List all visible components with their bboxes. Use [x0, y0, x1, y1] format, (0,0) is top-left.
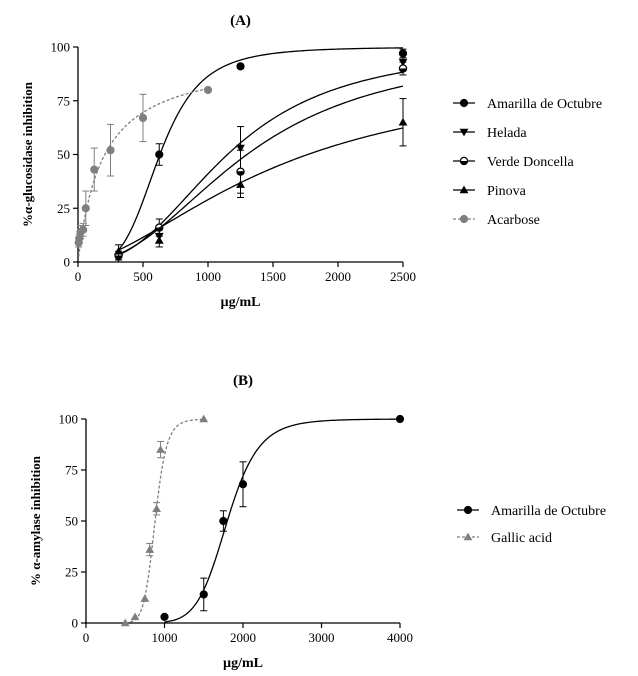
data-point	[120, 618, 130, 627]
legend-marker	[459, 214, 469, 224]
legend-label: Helada	[487, 126, 527, 141]
x-tick-label: 2500	[390, 269, 416, 284]
x-tick-label: 500	[133, 269, 153, 284]
y-axis-label: %α-glucosidase inhibition	[20, 81, 35, 227]
series-1	[120, 414, 209, 627]
data-point	[106, 146, 115, 155]
data-point	[81, 204, 90, 213]
legend-label: Amarilla de Octubre	[487, 97, 602, 112]
legend: Amarilla de Octubre Helada Verde Doncella P…	[453, 97, 602, 228]
data-point	[203, 85, 213, 95]
data-point	[130, 612, 140, 621]
legend-item: Verde Doncella	[453, 155, 574, 170]
legend-marker	[459, 98, 469, 108]
legend-label: Gallic acid	[491, 531, 552, 546]
legend-item: Pinova	[453, 184, 527, 199]
fit-curve	[118, 85, 404, 255]
y-tick-label: 50	[57, 147, 70, 162]
legend-marker	[459, 128, 469, 137]
x-tick-label: 0	[83, 630, 90, 645]
fit-curve	[118, 71, 404, 256]
x-tick-label: 0	[75, 269, 82, 284]
legend-item: Amarilla de Octubre	[453, 97, 602, 112]
legend-item: Helada	[453, 126, 527, 141]
y-tick-label: 0	[64, 255, 71, 270]
legend-marker	[459, 156, 469, 166]
legend: Amarilla de Octubre Gallic acid	[457, 504, 606, 546]
x-tick-label: 2000	[230, 630, 256, 645]
x-tick-label: 1000	[152, 630, 178, 645]
data-point	[398, 117, 408, 126]
data-point	[155, 150, 164, 159]
series-0	[160, 414, 405, 623]
series-3	[114, 98, 408, 259]
x-axis-label: µg/mL	[221, 295, 261, 310]
series-4	[74, 85, 213, 257]
legend-label: Acarbose	[487, 213, 540, 228]
y-tick-label: 25	[57, 201, 70, 216]
y-tick-label: 50	[65, 514, 78, 529]
x-tick-label: 2000	[325, 269, 351, 284]
legend-marker-fill	[460, 161, 468, 165]
panel-label: (B)	[233, 373, 253, 389]
y-tick-label: 0	[72, 616, 79, 631]
series-2	[114, 61, 408, 260]
data-point	[152, 504, 162, 513]
legend-marker	[463, 532, 473, 541]
legend-item: Gallic acid	[457, 531, 552, 546]
legend-item: Acarbose	[453, 213, 540, 228]
x-axis-label: µg/mL	[223, 656, 263, 671]
y-tick-label: 75	[57, 93, 70, 108]
x-tick-label: 1000	[195, 269, 221, 284]
data-point-fill	[399, 68, 407, 73]
data-point	[114, 246, 123, 255]
legend-marker	[463, 505, 473, 515]
panel-label: (A)	[230, 13, 251, 29]
data-point	[236, 180, 245, 188]
data-point	[79, 225, 88, 234]
data-point	[238, 480, 248, 489]
legend-marker	[459, 185, 469, 194]
data-point	[236, 62, 245, 71]
x-tick-label: 4000	[387, 630, 413, 645]
data-point	[219, 516, 228, 526]
data-point	[156, 445, 165, 453]
data-point	[140, 594, 150, 602]
x-tick-label: 1500	[260, 269, 286, 284]
data-point	[398, 64, 408, 73]
data-point	[236, 144, 245, 153]
fit-curve	[118, 127, 404, 251]
fit-curve	[78, 87, 209, 257]
data-point	[160, 612, 169, 621]
x-tick-label: 3000	[309, 630, 335, 645]
y-tick-label: 100	[51, 40, 71, 55]
y-axis-label: % α-amylase inhibition	[28, 455, 43, 586]
data-point	[145, 545, 155, 553]
legend-label: Amarilla de Octubre	[491, 504, 606, 519]
y-tick-label: 75	[65, 463, 78, 478]
y-tick-label: 100	[59, 412, 79, 427]
data-point	[199, 590, 208, 599]
fit-curve	[118, 47, 404, 251]
data-point	[154, 236, 164, 244]
data-point	[90, 165, 99, 174]
fit-curve	[125, 418, 204, 624]
legend-label: Pinova	[487, 184, 527, 199]
legend-item: Amarilla de Octubre	[457, 504, 606, 519]
data-point	[199, 414, 209, 423]
fit-curve	[164, 418, 401, 623]
data-point	[138, 113, 148, 123]
y-tick-label: 25	[65, 565, 78, 580]
data-point	[395, 414, 405, 424]
legend-label: Verde Doncella	[487, 155, 574, 170]
